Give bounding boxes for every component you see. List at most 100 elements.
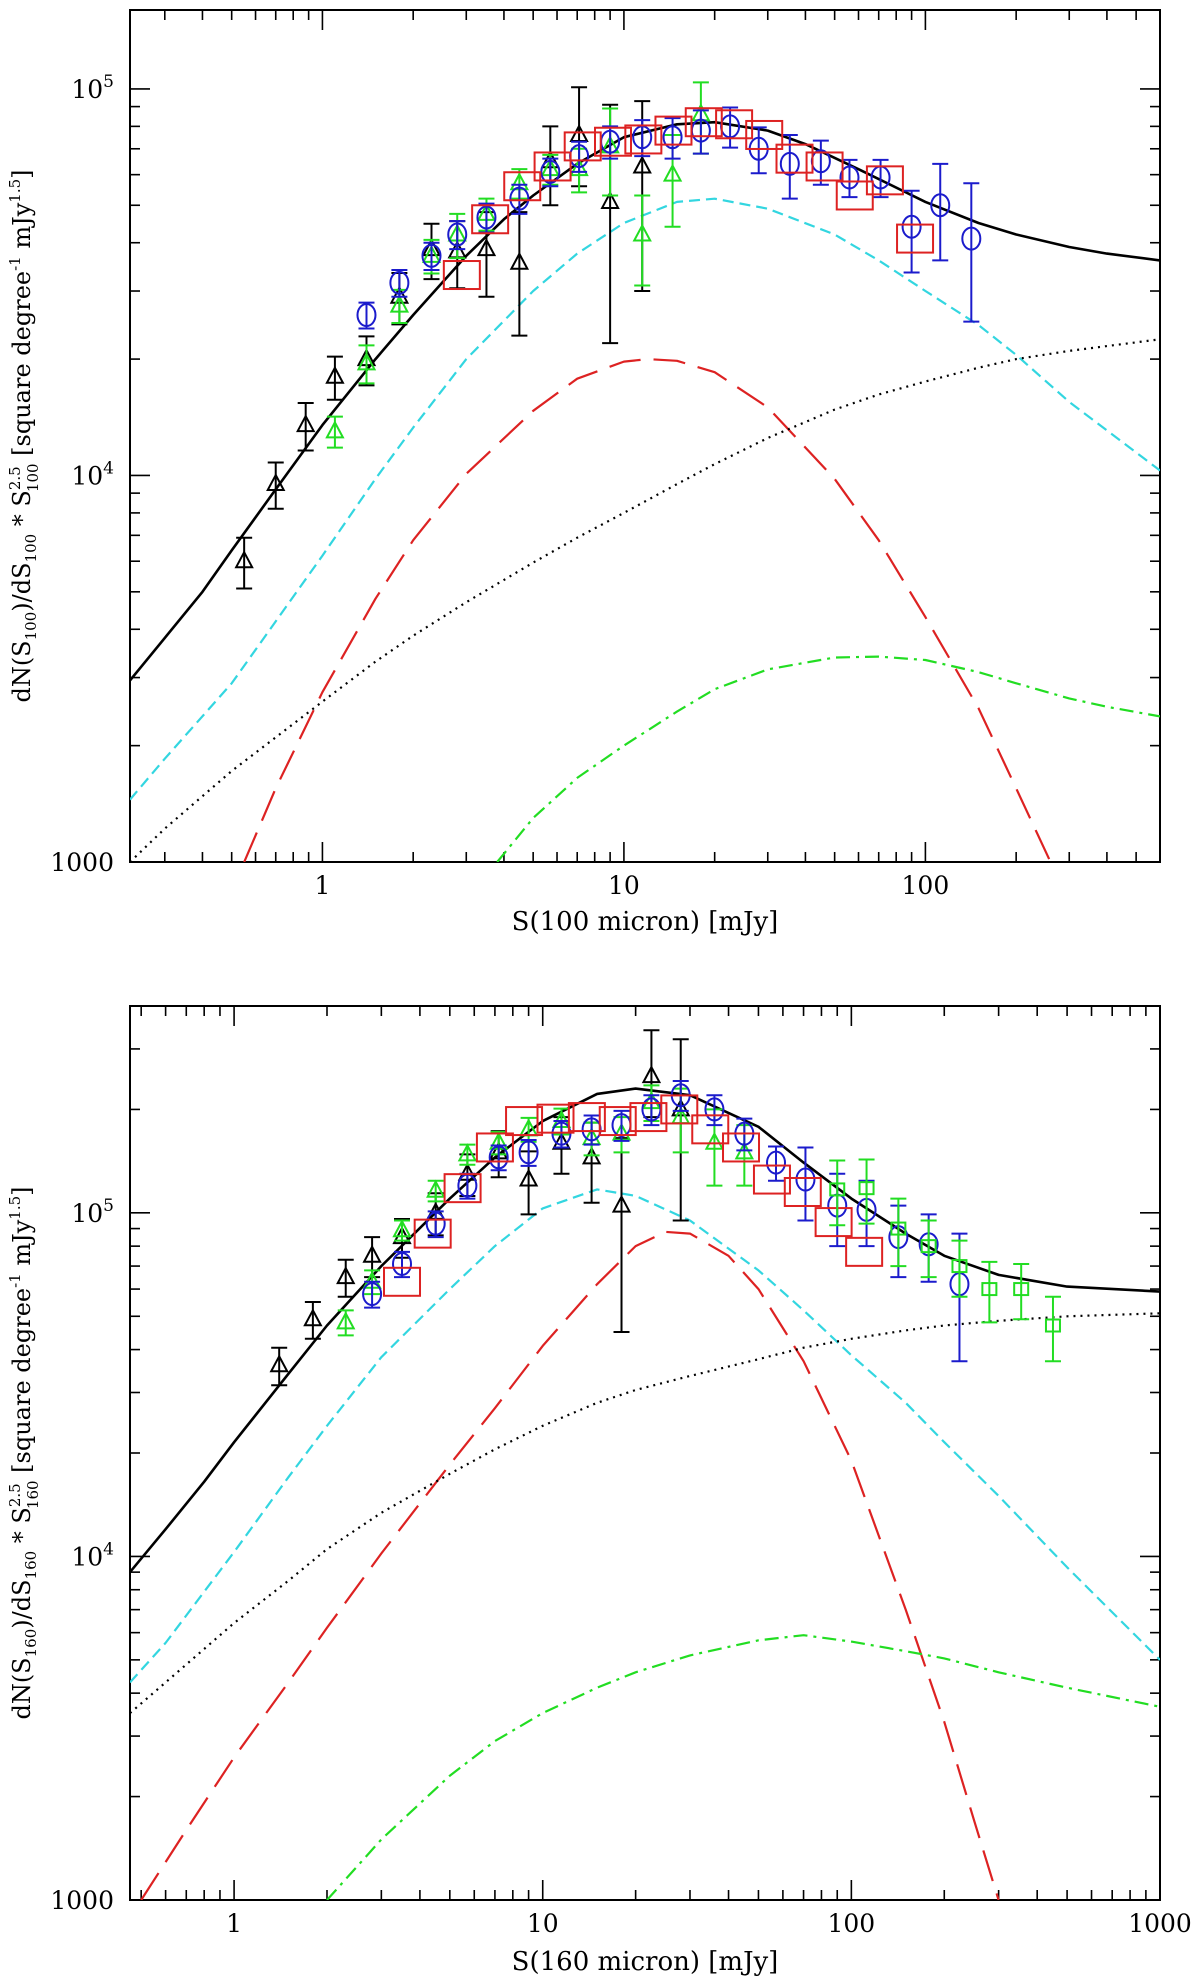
model-curve-dotted xyxy=(130,338,1160,862)
ylabel-part: * S xyxy=(8,490,36,534)
data-point-square xyxy=(684,107,723,138)
model-curve-short-dash xyxy=(130,197,1160,801)
data-point-circle xyxy=(662,125,683,150)
data-point-small-square xyxy=(920,1239,937,1254)
plot-frame xyxy=(129,1005,1161,1901)
ylabel-part: [square degree xyxy=(8,1288,36,1481)
data-point-square xyxy=(722,1132,761,1163)
data-point-small-square xyxy=(890,1221,907,1236)
data-point-square xyxy=(660,1094,699,1125)
data-point-square xyxy=(413,1218,452,1249)
model-curve-short-dash xyxy=(130,1188,1160,1684)
data-point-triangle xyxy=(426,1179,446,1198)
y-tick-label: 1000 xyxy=(50,1886,114,1915)
data-point-circle xyxy=(392,1251,413,1276)
data-point-square xyxy=(505,1106,544,1137)
x-tick-label: 1 xyxy=(314,871,330,900)
ylabel-sub: 160 xyxy=(22,1551,40,1580)
data-point-triangle xyxy=(662,163,683,182)
data-point-square xyxy=(624,124,663,155)
data-point-triangle xyxy=(632,155,652,174)
data-point-triangle xyxy=(551,1131,572,1150)
data-point-small-square xyxy=(829,1182,846,1197)
ylabel-part: ] xyxy=(8,169,36,178)
ylabel-sub: 160 xyxy=(24,1480,42,1509)
model-curve-solid xyxy=(130,1087,1160,1573)
data-series-triangle-0 xyxy=(234,86,652,590)
data-point-triangle xyxy=(392,1219,412,1238)
plot-frame xyxy=(129,9,1161,863)
data-point-square xyxy=(715,109,754,140)
data-point-circle xyxy=(356,303,377,328)
data-point-square xyxy=(845,1236,884,1267)
ylabel-sup: 2.5 xyxy=(6,1483,24,1507)
model-curve-long-dash xyxy=(140,1230,1000,1900)
y-tick-label: 104 xyxy=(71,458,114,490)
data-point-circle xyxy=(362,1282,383,1307)
data-point-circle xyxy=(476,205,497,230)
data-point-square xyxy=(775,143,814,174)
y-axis-label: dN(S160)/dS160 * S2.5160 [square degree-… xyxy=(6,1186,42,1719)
data-point-small-square xyxy=(858,1181,875,1196)
data-point-triangle xyxy=(296,413,316,433)
y-axis-label: dN(S100)/dS100 * S2.5100 [square degree-… xyxy=(6,169,42,702)
data-point-triangle xyxy=(509,251,530,270)
data-point-circle xyxy=(488,1145,509,1170)
y-tick-label: 105 xyxy=(71,1196,114,1228)
data-point-square xyxy=(383,1266,422,1297)
data-point-square xyxy=(533,151,572,182)
model-curve-dash-dot xyxy=(496,655,1160,862)
data-point-triangle xyxy=(234,550,254,569)
y-tick-base: 10 xyxy=(71,1542,103,1571)
data-point-square xyxy=(629,1102,668,1133)
ylabel-part: [square degree xyxy=(8,271,36,464)
data-series-small-square-4 xyxy=(829,1158,1061,1363)
data-point-square xyxy=(503,171,542,202)
ylabel-sub: 100 xyxy=(22,534,40,563)
y-tick-exponent: 4 xyxy=(103,1539,114,1559)
data-point-triangle xyxy=(325,365,345,384)
model-curve-solid xyxy=(130,120,1160,682)
data-series-triangle-0 xyxy=(269,1029,691,1387)
data-point-square xyxy=(598,1106,637,1137)
data-point-triangle xyxy=(632,223,652,242)
x-axis-label: S(100 micron) [mJy] xyxy=(512,907,779,937)
data-point-square xyxy=(835,180,874,211)
data-point-square xyxy=(536,1103,575,1134)
data-point-triangle xyxy=(336,1266,356,1285)
ylabel-sup: 1.5 xyxy=(6,179,24,203)
model-curves xyxy=(130,1087,1160,1900)
y-tick-exponent: 4 xyxy=(103,458,114,478)
data-point-triangle xyxy=(336,1311,356,1330)
data-point-triangle xyxy=(611,1194,632,1213)
data-point-triangle xyxy=(389,294,410,313)
ylabel-part: dN(S xyxy=(8,1657,36,1719)
y-tick-label: 1000 xyxy=(50,848,114,877)
ylabel-sup: -1 xyxy=(6,1273,24,1288)
data-point-circle xyxy=(766,1150,787,1175)
x-axis-label: S(160 micron) [mJy] xyxy=(512,1947,779,1977)
data-point-small-square xyxy=(1044,1318,1061,1333)
ylabel-sub: 100 xyxy=(24,463,42,492)
data-point-circle xyxy=(447,222,468,247)
data-point-square xyxy=(567,1102,606,1133)
data-point-small-square xyxy=(981,1282,998,1297)
data-point-triangle xyxy=(362,1244,382,1263)
data-series-square-3 xyxy=(383,1094,884,1297)
data-point-square xyxy=(691,1114,730,1145)
data-point-circle xyxy=(795,1167,816,1192)
data-point-circle xyxy=(961,226,982,251)
data-point-square xyxy=(752,1164,791,1195)
data-point-square xyxy=(896,223,935,254)
data-point-small-square xyxy=(951,1259,968,1274)
data-point-square xyxy=(442,260,481,291)
x-tick-label: 10 xyxy=(527,1909,559,1938)
data-point-square xyxy=(563,131,602,162)
data-point-square xyxy=(805,151,844,182)
data-point-triangle xyxy=(641,1065,662,1084)
data-point-triangle xyxy=(600,190,620,209)
ylabel-part: mJy xyxy=(8,1219,36,1273)
y-tick-label: 104 xyxy=(71,1539,114,1571)
